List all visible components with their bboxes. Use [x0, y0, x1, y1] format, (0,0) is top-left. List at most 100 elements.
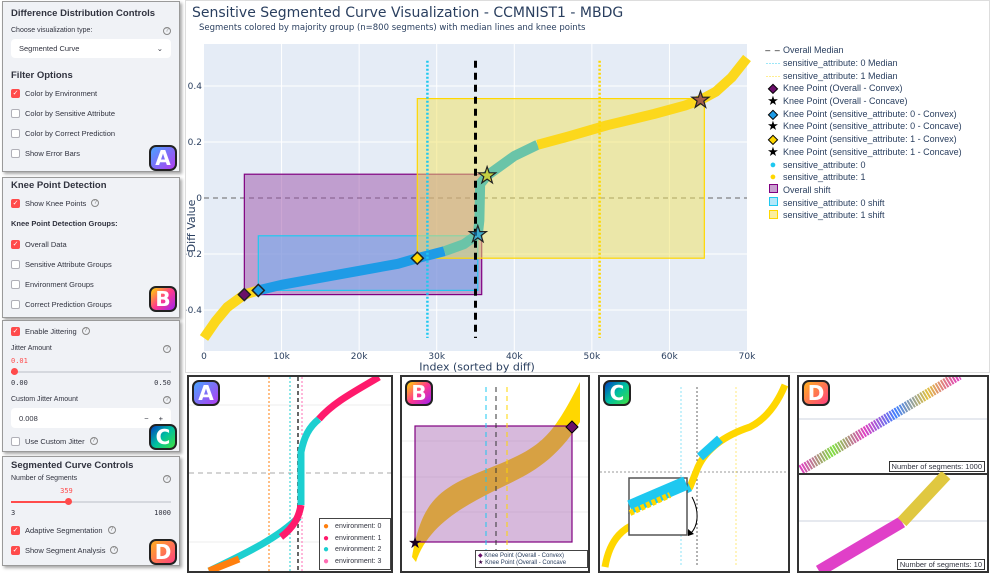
checkbox-label: Color by Sensitive Attribute [25, 108, 116, 118]
checkbox-icon[interactable] [11, 436, 20, 446]
checkbox-icon[interactable] [11, 108, 20, 118]
star-icon: ★ [767, 118, 779, 134]
viz-type-label: Choose visualization type: [11, 27, 93, 34]
legend-item[interactable]: ····· sensitive_attribute: 0 Median [764, 57, 962, 70]
segments-max: 1000 [154, 509, 171, 517]
legend-item[interactable]: ★ Knee Point (sensitive_attribute: 0 - Co… [764, 118, 961, 134]
x-tick-label: 0 [201, 352, 207, 362]
panel-title: Segmented Curve Controls [11, 460, 134, 471]
star-icon: ★ [767, 143, 779, 159]
diamond-icon: ◆ [768, 81, 778, 96]
knee-star-icon [476, 164, 498, 185]
legend-item[interactable]: ★ Knee Point (Overall - Concave) [764, 93, 962, 108]
checkbox-color-by-sensitive-attribute[interactable]: Color by Sensitive Attribute [11, 103, 171, 123]
checkbox-show-error-bars[interactable]: Show Error Bars [11, 143, 171, 163]
badge-c: C [149, 424, 177, 450]
slider-thumb[interactable] [65, 498, 73, 505]
legend-item[interactable]: ★ Knee Point (sensitive_attribute: 1 - Co… [764, 143, 961, 159]
segments-slider[interactable] [11, 497, 171, 507]
help-icon[interactable]: ? [163, 475, 171, 483]
legend-item[interactable]: – – Overall Median [764, 44, 962, 57]
knee-point-plot: ★ [402, 382, 588, 562]
checkbox-environment-groups[interactable]: Environment Groups [11, 274, 171, 294]
checkbox-correct-prediction-groups[interactable]: Correct Prediction Groups [11, 294, 171, 314]
knee-point-detection-panel: Knee Point Detection ✓ Show Knee Points? … [2, 177, 180, 318]
legend-label: Overall Median [783, 45, 844, 56]
checkbox-sensitive-attribute-groups[interactable]: Sensitive Attribute Groups [11, 254, 171, 274]
legend-item[interactable]: sensitive_attribute: 1 shift [764, 209, 962, 222]
decrement-button[interactable]: − [144, 413, 149, 423]
help-icon[interactable]: ? [89, 437, 98, 445]
help-icon[interactable]: ? [91, 199, 100, 207]
curve-segment [536, 54, 751, 150]
knee-star-icon [690, 89, 711, 109]
custom-jitter-value: 0.008 [19, 413, 38, 423]
badge-b: B [149, 286, 177, 312]
legend-item[interactable]: ● environment: 3 [323, 556, 387, 568]
checkbox-overall-data[interactable]: ✓ Overall Data [11, 234, 171, 254]
x-tick-label: 20k [351, 352, 368, 362]
y-tick-label: 0.4 [188, 82, 203, 92]
curve-env1 [278, 504, 305, 540]
help-icon[interactable]: ? [107, 526, 116, 534]
knee-legend: ◆ Knee Point (Overall - Convex) ★ Knee P… [475, 550, 588, 568]
badge-d: D [149, 539, 177, 565]
checkbox-icon[interactable]: ✓ [11, 239, 20, 249]
checkbox-show-knee-points[interactable]: ✓ Show Knee Points? [11, 193, 171, 213]
help-icon[interactable]: ? [163, 27, 171, 35]
legend-label: environment: 1 [335, 534, 382, 542]
checkbox-icon[interactable] [11, 148, 20, 158]
legend-item[interactable]: ● environment: 0 [323, 521, 387, 533]
legend-item[interactable]: ● sensitive_attribute: 1 [764, 171, 962, 184]
segments-value: 359 [60, 487, 73, 495]
slider-thumb[interactable] [11, 368, 19, 375]
checkbox-adaptive-segmentation[interactable]: ✓ Adaptive Segmentation? [11, 520, 171, 540]
jitter-amount-slider[interactable] [11, 367, 171, 377]
checkbox-enable-jittering[interactable]: ✓ Enable Jittering? [11, 321, 171, 341]
knee-concave-star: ★ [408, 535, 422, 552]
legend-label: Knee Point (Overall - Convex) [783, 83, 903, 94]
legend-item[interactable]: sensitive_attribute: 0 shift [764, 196, 962, 209]
checkbox-use-custom-jitter[interactable]: Use Custom Jitter? [11, 431, 171, 451]
increment-button[interactable]: + [158, 413, 163, 423]
segments-plot [798, 370, 987, 576]
x-tick-label: 10k [273, 352, 290, 362]
legend-item[interactable]: ····· sensitive_attribute: 1 Median [764, 69, 962, 82]
checkbox-icon[interactable]: ✓ [11, 326, 20, 336]
checkbox-icon[interactable]: ✓ [11, 198, 20, 208]
checkbox-color-by-environment[interactable]: ✓ Color by Environment [11, 83, 171, 103]
curve-segment [442, 140, 540, 256]
checkbox-color-by-correct-prediction[interactable]: Color by Correct Prediction [11, 123, 171, 143]
checkbox-icon[interactable]: ✓ [11, 545, 20, 555]
circle-icon: ● [323, 555, 330, 567]
legend-item[interactable]: ● environment: 2 [323, 544, 387, 556]
custom-jitter-input[interactable]: 0.008 − + [11, 408, 171, 428]
checkbox-show-segment-analysis[interactable]: ✓ Show Segment Analysis? [11, 540, 171, 560]
median-icon: – – [765, 45, 781, 56]
checkbox-label: Use Custom Jitter [25, 436, 85, 446]
help-icon[interactable]: ? [163, 345, 171, 353]
checkbox-icon[interactable]: ✓ [11, 525, 20, 535]
badge-c: C [603, 380, 631, 406]
legend-item[interactable]: ● environment: 1 [323, 533, 387, 545]
help-icon[interactable]: ? [81, 327, 90, 335]
checkbox-icon[interactable] [11, 279, 20, 289]
legend-item[interactable]: ● sensitive_attribute: 0 [764, 158, 962, 171]
checkbox-icon[interactable] [11, 128, 20, 138]
checkbox-icon[interactable] [11, 299, 20, 309]
legend-item[interactable]: ◆ Knee Point (sensitive_attribute: 0 - Co… [764, 106, 962, 121]
legend-item[interactable]: ◆ Knee Point (sensitive_attribute: 1 - Co… [764, 132, 962, 147]
legend-label: Knee Point (sensitive_attribute: 0 - Con… [783, 108, 957, 119]
circle-icon: ● [323, 544, 330, 556]
help-icon[interactable]: ? [163, 396, 171, 404]
checkbox-icon[interactable]: ✓ [11, 88, 20, 98]
legend-item[interactable]: ◆ Knee Point (Overall - Convex) [764, 81, 962, 96]
checkbox-icon[interactable] [11, 259, 20, 269]
shift-box [416, 97, 705, 259]
legend-item[interactable]: Overall shift [764, 184, 962, 197]
help-icon[interactable]: ? [110, 546, 119, 554]
example-c-jittering: C [598, 375, 790, 573]
viz-type-select[interactable]: Segmented Curve ⌄ [11, 39, 171, 58]
segment-yellow [897, 470, 951, 527]
circle-icon: ● [769, 171, 777, 184]
